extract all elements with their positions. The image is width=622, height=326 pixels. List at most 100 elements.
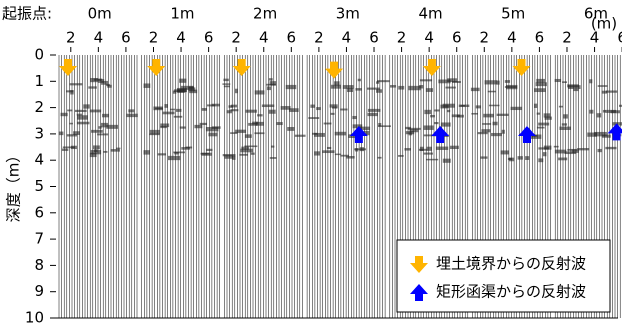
x-tick-label: 2 bbox=[562, 29, 572, 47]
reflection bbox=[327, 147, 331, 149]
reflection bbox=[443, 159, 451, 163]
reflection bbox=[538, 147, 549, 149]
reflection bbox=[67, 110, 72, 112]
reflection bbox=[488, 91, 496, 93]
reflection bbox=[246, 110, 257, 113]
reflection bbox=[554, 146, 559, 148]
reflection bbox=[111, 149, 120, 152]
reflection bbox=[434, 109, 440, 111]
y-tick-label: 3 bbox=[34, 124, 44, 142]
reflection bbox=[346, 156, 354, 159]
reflection bbox=[562, 81, 567, 83]
reflection bbox=[212, 126, 221, 129]
reflection bbox=[206, 104, 215, 106]
reflection bbox=[281, 106, 291, 110]
reflection bbox=[295, 135, 306, 137]
reflection bbox=[459, 105, 470, 107]
reflection bbox=[408, 128, 421, 130]
y-tick-label: 7 bbox=[34, 230, 44, 248]
source-label: 2m bbox=[253, 5, 277, 23]
reflection bbox=[562, 123, 567, 125]
reflection bbox=[577, 148, 589, 150]
reflection bbox=[185, 147, 192, 149]
reflection bbox=[144, 83, 151, 87]
reflection bbox=[471, 88, 480, 91]
reflection bbox=[158, 153, 166, 155]
reflection bbox=[255, 90, 265, 94]
reflection bbox=[605, 147, 616, 149]
reflection bbox=[286, 85, 297, 89]
y-tick-label: 8 bbox=[34, 256, 44, 274]
reflection bbox=[200, 123, 207, 125]
reflection bbox=[450, 146, 459, 149]
reflection bbox=[90, 78, 98, 82]
x-tick-label: 4 bbox=[590, 29, 600, 47]
reflection bbox=[177, 89, 184, 93]
reflection bbox=[505, 86, 517, 88]
reflection bbox=[377, 80, 389, 82]
reflection bbox=[406, 131, 414, 134]
reflection bbox=[481, 156, 488, 158]
reflection bbox=[589, 79, 592, 83]
reflection bbox=[287, 127, 294, 131]
reflection bbox=[355, 88, 361, 91]
reflection bbox=[536, 82, 547, 86]
reflection bbox=[174, 116, 183, 118]
reflection bbox=[376, 81, 379, 83]
reflection bbox=[277, 122, 283, 125]
reflection bbox=[537, 113, 540, 115]
x-tick-label: 6 bbox=[535, 29, 545, 47]
x-tick-label: 4 bbox=[176, 29, 186, 47]
reflection bbox=[322, 150, 334, 153]
reflection bbox=[447, 110, 450, 112]
reflection bbox=[173, 91, 177, 94]
reflection bbox=[126, 114, 138, 117]
reflection bbox=[59, 132, 64, 136]
reflection bbox=[248, 123, 257, 126]
chart: 起振点: (m) 深度（m） 0m2461m2462m2463m2464m246… bbox=[0, 0, 622, 326]
reflection bbox=[269, 81, 276, 85]
reflection bbox=[83, 104, 90, 108]
reflection bbox=[441, 122, 451, 126]
reflection bbox=[501, 150, 509, 154]
x-tick-label: 4 bbox=[507, 29, 517, 47]
reflection bbox=[347, 88, 353, 92]
x-tick-label: 6 bbox=[287, 29, 297, 47]
reflection bbox=[378, 157, 382, 159]
reflection bbox=[558, 158, 567, 161]
x-tick-label: 2 bbox=[231, 29, 241, 47]
source-label: 5m bbox=[501, 5, 525, 23]
arrow-marker bbox=[518, 126, 536, 143]
reflection bbox=[518, 156, 523, 159]
reflection bbox=[160, 123, 169, 127]
reflection bbox=[471, 113, 477, 115]
reflection bbox=[201, 153, 210, 155]
reflection bbox=[180, 126, 186, 128]
reflection bbox=[174, 152, 179, 154]
reflection bbox=[511, 107, 522, 110]
reflection bbox=[423, 125, 433, 129]
reflection bbox=[269, 78, 273, 80]
reflection bbox=[194, 125, 202, 128]
reflection bbox=[241, 147, 249, 150]
reflection bbox=[603, 110, 606, 113]
reflection bbox=[367, 113, 377, 116]
reflection bbox=[66, 90, 73, 92]
reflection bbox=[477, 132, 487, 134]
y-tick-label: 1 bbox=[34, 72, 44, 90]
x-tick-label: 4 bbox=[259, 29, 269, 47]
reflection bbox=[206, 149, 212, 151]
reflection bbox=[606, 90, 617, 92]
reflection bbox=[164, 104, 167, 108]
x-tick-label: 2 bbox=[314, 29, 324, 47]
reflection bbox=[404, 148, 411, 150]
reflection bbox=[176, 109, 182, 112]
reflection bbox=[426, 88, 433, 92]
x-tick-label: 6 bbox=[121, 29, 131, 47]
reflection bbox=[104, 151, 108, 153]
reflection bbox=[445, 87, 455, 89]
reflection bbox=[116, 148, 120, 150]
reflection bbox=[559, 106, 563, 108]
reflection bbox=[497, 114, 509, 116]
reflection bbox=[88, 86, 97, 88]
